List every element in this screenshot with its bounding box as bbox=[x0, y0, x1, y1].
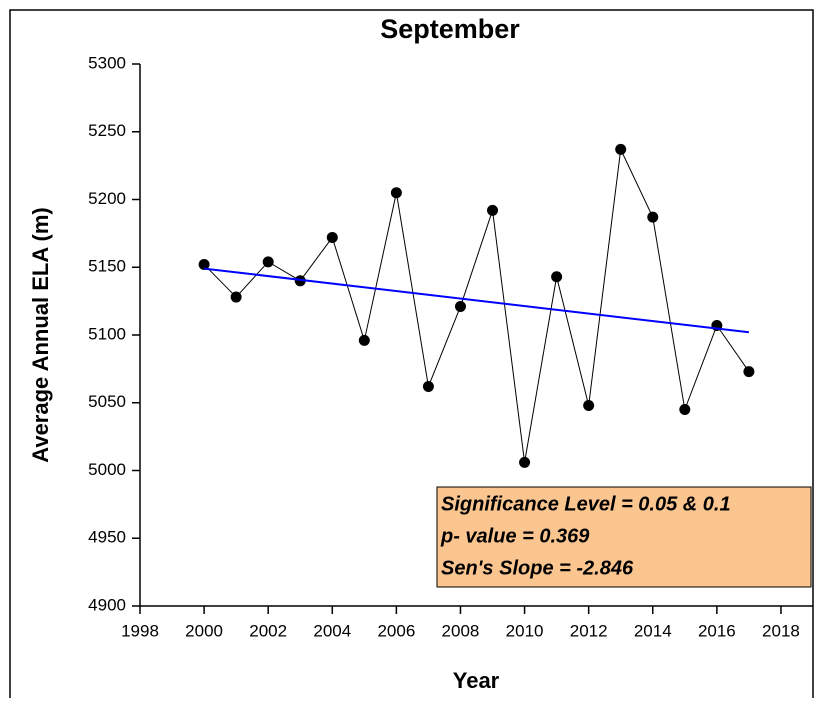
data-point bbox=[743, 366, 755, 378]
x-tick-label: 2008 bbox=[442, 621, 480, 640]
annotation-text: Significance Level = 0.05 & 0.1 bbox=[441, 493, 731, 515]
x-tick-label: 2014 bbox=[634, 621, 672, 640]
x-tick-label: 2004 bbox=[313, 621, 351, 640]
annotation-box bbox=[436, 486, 812, 588]
data-point bbox=[454, 301, 466, 313]
trend-line bbox=[203, 267, 750, 334]
data-point bbox=[198, 259, 210, 271]
data-point bbox=[326, 231, 338, 243]
data-point bbox=[487, 204, 499, 216]
x-tick-label: 2000 bbox=[185, 621, 223, 640]
data-point bbox=[551, 271, 563, 283]
y-tick-label: 5300 bbox=[88, 53, 126, 72]
y-tick-label: 5050 bbox=[88, 392, 126, 411]
data-point bbox=[422, 380, 434, 392]
data-point bbox=[519, 456, 531, 468]
annotation-text: Sen's Slope = -2.846 bbox=[441, 557, 634, 579]
data-point bbox=[390, 187, 402, 199]
annotation-text: p- value = 0.369 bbox=[440, 525, 590, 547]
x-axis-label: Year bbox=[453, 668, 500, 693]
data-point bbox=[615, 143, 627, 155]
data-point bbox=[679, 404, 691, 416]
x-tick-label: 2018 bbox=[762, 621, 800, 640]
data-point bbox=[230, 291, 242, 303]
data-point bbox=[583, 399, 595, 411]
data-point bbox=[262, 256, 274, 268]
y-tick-label: 5100 bbox=[88, 324, 126, 343]
x-tick-label: 2010 bbox=[506, 621, 544, 640]
y-tick-label: 5000 bbox=[88, 460, 126, 479]
x-tick-label: 1998 bbox=[121, 621, 159, 640]
x-tick-label: 2002 bbox=[249, 621, 287, 640]
y-axis-label: Average Annual ELA (m) bbox=[28, 207, 53, 462]
y-tick-label: 4950 bbox=[88, 528, 126, 547]
data-point bbox=[647, 211, 659, 223]
x-tick-label: 2012 bbox=[570, 621, 608, 640]
chart-title: September bbox=[380, 14, 520, 44]
y-tick-label: 5200 bbox=[88, 189, 126, 208]
y-tick-label: 4900 bbox=[88, 595, 126, 614]
y-tick-label: 5250 bbox=[88, 121, 126, 140]
data-line bbox=[203, 147, 750, 463]
x-tick-label: 2006 bbox=[377, 621, 415, 640]
x-tick-label: 2016 bbox=[698, 621, 736, 640]
data-point bbox=[358, 334, 370, 346]
y-tick-label: 5150 bbox=[88, 257, 126, 276]
frame bbox=[9, 9, 814, 703]
